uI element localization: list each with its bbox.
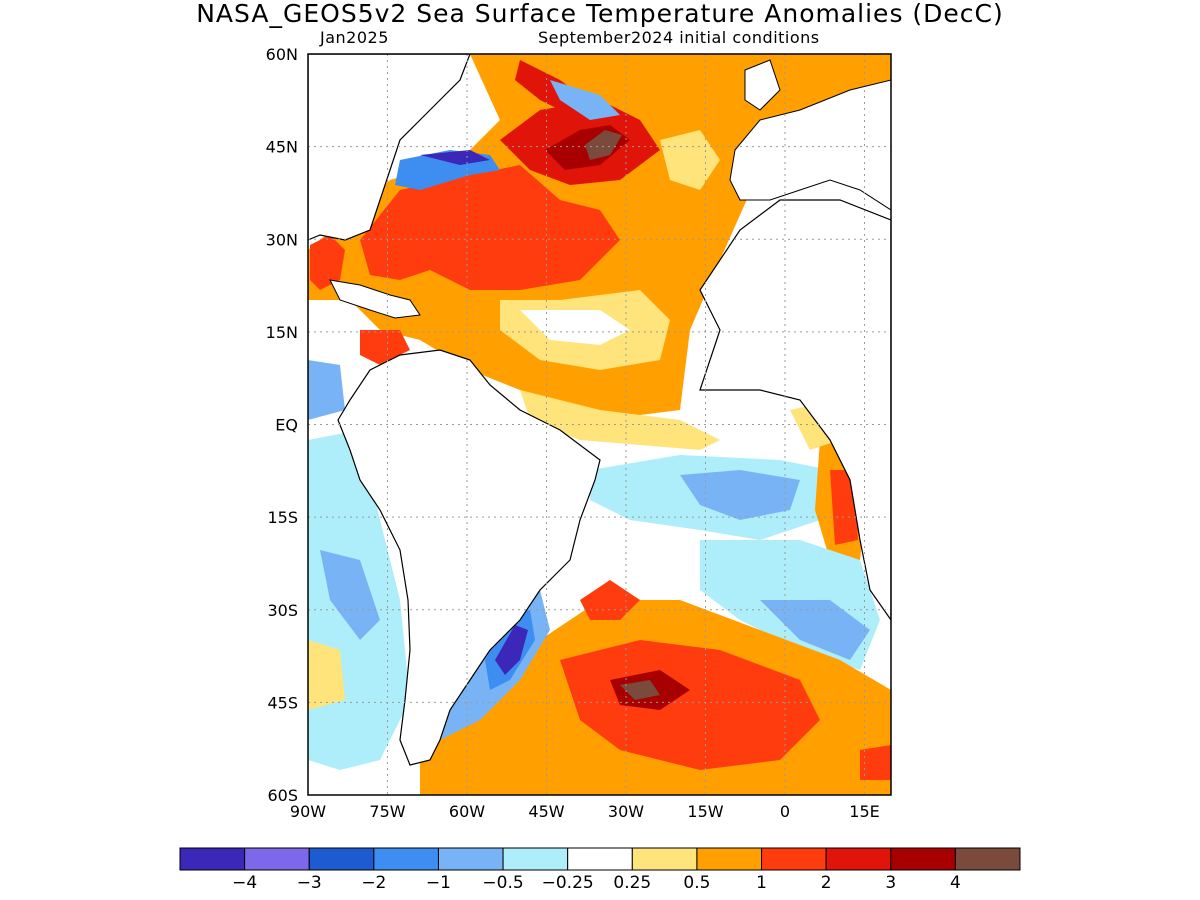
- x-tick-label: 45W: [528, 802, 564, 821]
- colorbar-label: 4: [950, 873, 961, 893]
- colorbar-label: 0.25: [613, 873, 651, 893]
- axis-ticks: 90W 75W 60W 45W 30W 15W 0 15E 60N 45N 30N 15N EQ 15S 3…: [266, 45, 880, 821]
- y-tick-label: 45S: [267, 693, 298, 712]
- colorbar-swatch: [567, 847, 633, 871]
- colorbar-swatch: [373, 847, 439, 871]
- x-tick-label: 15W: [687, 802, 723, 821]
- colorbar-swatch: [179, 847, 246, 871]
- colorbar-label: 2: [821, 873, 832, 893]
- x-tick-label: 15E: [849, 802, 879, 821]
- colorbar-swatch: [631, 847, 698, 871]
- y-tick-label: EQ: [275, 416, 298, 435]
- colorbar-label: 1: [756, 873, 767, 893]
- colorbar-label: 3: [885, 873, 896, 893]
- x-tick-label: 75W: [369, 802, 405, 821]
- colorbar-label: −2: [361, 873, 386, 893]
- colorbar-swatch: [761, 847, 827, 871]
- colorbar: −4 −3 −2 −1 −0.5 −0.25 0.25 0.5 1 2 3 4: [179, 847, 1021, 893]
- colorbar-swatch: [244, 847, 310, 871]
- initial-conditions-label: September2024 initial conditions: [538, 28, 820, 47]
- x-tick-label: 60W: [449, 802, 485, 821]
- y-tick-label: 30N: [266, 230, 298, 249]
- colorbar-swatch: [696, 847, 763, 871]
- y-tick-label: 15N: [266, 323, 298, 342]
- y-tick-label: 60S: [267, 786, 298, 805]
- colorbar-swatch: [308, 847, 375, 871]
- map-grid: [308, 54, 891, 795]
- colorbar-label: −0.5: [482, 873, 523, 893]
- x-tick-label: 90W: [290, 802, 326, 821]
- x-tick-label: 30W: [608, 802, 644, 821]
- y-tick-label: 45N: [266, 138, 298, 157]
- anomaly-field: [308, 54, 891, 795]
- y-tick-label: 60N: [266, 45, 298, 64]
- colorbar-label: −0.25: [542, 873, 594, 893]
- colorbar-swatch: [890, 847, 956, 871]
- colorbar-label: −4: [232, 873, 257, 893]
- colorbar-swatch: [825, 847, 892, 871]
- y-tick-label: 30S: [267, 601, 298, 620]
- forecast-month: Jan2025: [320, 28, 389, 47]
- colorbar-label: −3: [297, 873, 322, 893]
- map-frame: [307, 53, 892, 796]
- colorbar-label: 0.5: [683, 873, 710, 893]
- colorbar-swatch: [502, 847, 569, 871]
- chart-title: NASA_GEOS5v2 Sea Surface Temperature Ano…: [196, 0, 1004, 28]
- x-tick-label: 0: [780, 802, 790, 821]
- colorbar-swatch: [954, 847, 1021, 871]
- colorbar-swatch: [437, 847, 504, 871]
- colorbar-label: −1: [426, 873, 451, 893]
- y-tick-label: 15S: [267, 508, 298, 527]
